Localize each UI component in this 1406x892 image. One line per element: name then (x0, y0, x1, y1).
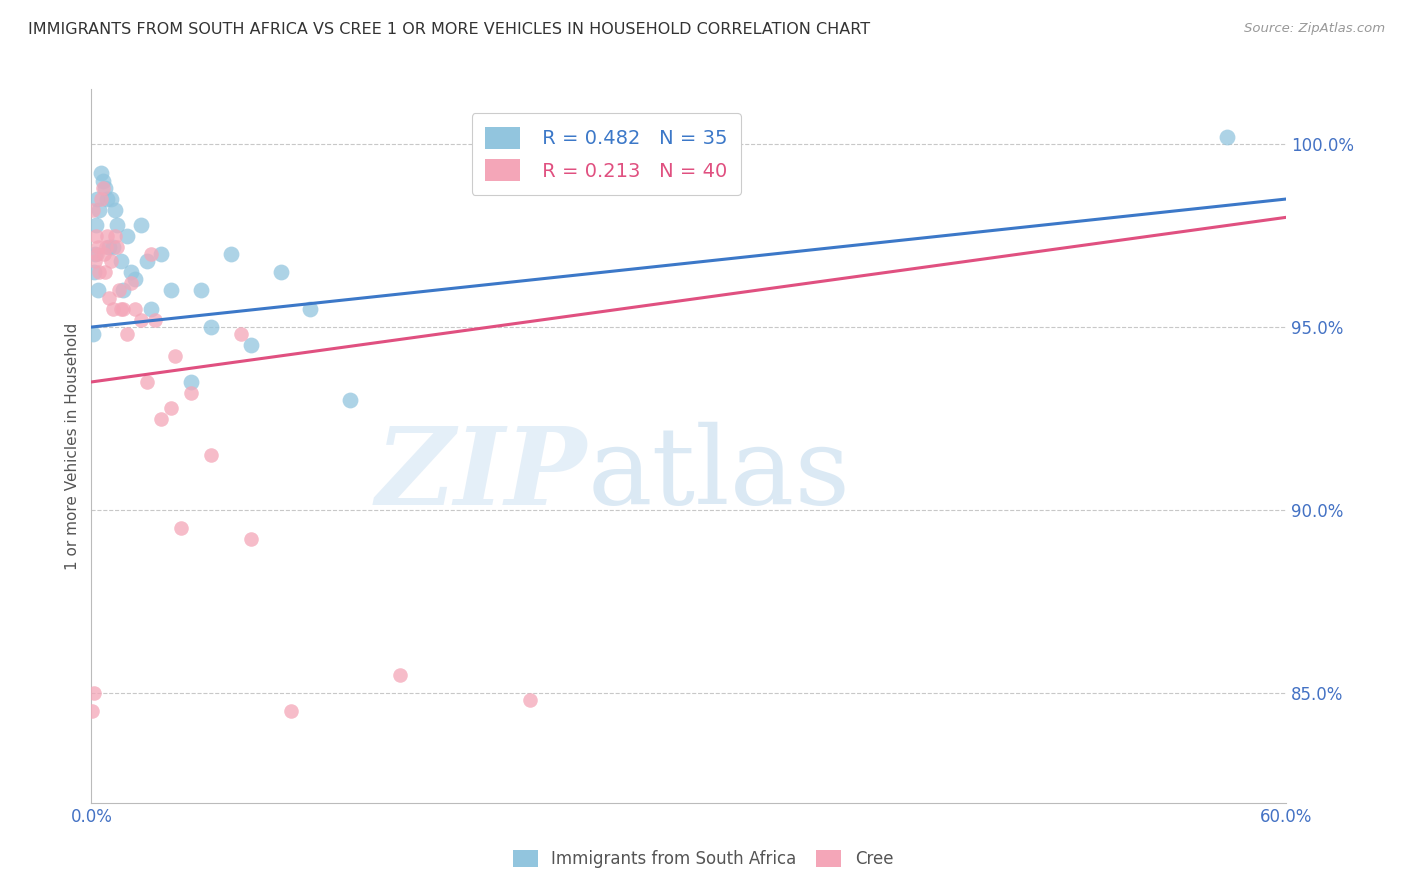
Point (190, 284, 212, 298)
Point (98, 239, 121, 253)
Point (239, 338, 262, 352)
Point (103, 239, 125, 253)
Point (280, 704, 302, 718)
Point (83, 265, 105, 279)
Point (86, 228, 108, 243)
Point (129, 218, 152, 232)
Point (87, 284, 110, 298)
Point (98, 291, 121, 305)
Point (82, 202, 104, 217)
Point (96, 192, 118, 206)
Point (84, 247, 107, 261)
Point (299, 301, 322, 316)
Point (84, 254, 107, 268)
Point (270, 265, 292, 279)
Point (110, 254, 132, 268)
Point (339, 393, 361, 408)
Point (141, 247, 162, 261)
Point (120, 276, 142, 290)
Point (136, 375, 159, 389)
Point (112, 284, 135, 298)
Point (163, 349, 186, 363)
Point (136, 254, 159, 268)
Point (89, 202, 111, 217)
Point (86, 247, 108, 261)
Point (87, 239, 110, 253)
Point (104, 202, 127, 217)
Point (94, 181, 117, 195)
Point (1216, 129, 1239, 144)
Point (150, 411, 173, 425)
Point (170, 521, 193, 535)
Point (150, 247, 173, 261)
Point (94, 265, 117, 279)
Point (229, 327, 252, 342)
Point (115, 228, 138, 243)
Point (120, 265, 142, 279)
Point (180, 375, 202, 389)
Point (93, 174, 114, 188)
Point (219, 247, 242, 261)
Point (86, 192, 108, 206)
Point (100, 192, 122, 206)
Point (105, 218, 128, 232)
Point (108, 284, 131, 298)
Text: IMMIGRANTS FROM SOUTH AFRICA VS CREE 1 OR MORE VEHICLES IN HOUSEHOLD CORRELATION: IMMIGRANTS FROM SOUTH AFRICA VS CREE 1 O… (28, 22, 870, 37)
Point (90, 166, 112, 180)
Point (124, 272, 146, 286)
Point (141, 301, 162, 316)
Point (100, 254, 122, 268)
Legend:  R = 0.482   N = 35,  R = 0.213   N = 40: R = 0.482 N = 35, R = 0.213 N = 40 (471, 113, 741, 195)
Y-axis label: 1 or more Vehicles in Household: 1 or more Vehicles in Household (65, 322, 80, 570)
Point (89, 265, 111, 279)
Point (96, 228, 118, 243)
Point (110, 301, 132, 316)
Point (519, 693, 541, 707)
Point (82, 327, 104, 342)
Point (90, 192, 112, 206)
Text: Source: ZipAtlas.com: Source: ZipAtlas.com (1244, 22, 1385, 36)
Point (86, 218, 108, 232)
Point (389, 667, 412, 681)
Point (239, 533, 262, 547)
Point (96, 239, 118, 253)
Point (160, 284, 183, 298)
Legend: Immigrants from South Africa, Cree: Immigrants from South Africa, Cree (506, 843, 900, 875)
Point (115, 327, 138, 342)
Point (93, 181, 114, 195)
Point (103, 301, 125, 316)
Point (93, 247, 115, 261)
Point (200, 320, 222, 334)
Point (105, 239, 128, 253)
Point (104, 228, 127, 243)
Point (83, 686, 105, 700)
Point (112, 301, 135, 316)
Text: ZIP: ZIP (375, 422, 588, 527)
Point (143, 312, 166, 326)
Text: atlas: atlas (588, 422, 851, 527)
Point (129, 312, 152, 326)
Point (124, 301, 146, 316)
Point (160, 401, 183, 415)
Point (180, 386, 202, 401)
Point (200, 448, 222, 462)
Point (82, 704, 104, 718)
